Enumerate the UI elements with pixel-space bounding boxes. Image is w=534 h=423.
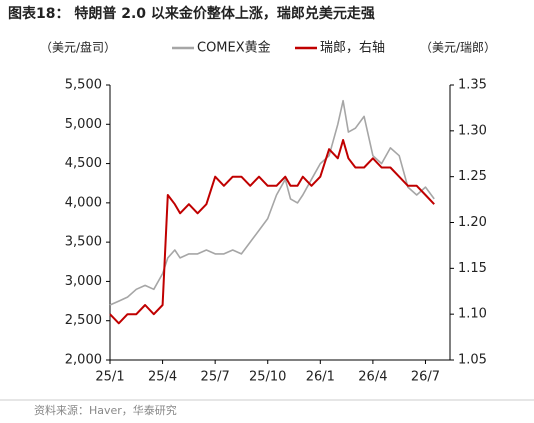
y-tick-label: 3,500 xyxy=(65,235,102,250)
y-axis-unit: （美元/盘司） xyxy=(40,40,116,55)
series-line xyxy=(109,99,435,306)
legend-label: 瑞郎，右轴 xyxy=(320,41,385,56)
y-tick-label: 5,000 xyxy=(65,117,102,132)
y-tick-label: 2,500 xyxy=(65,313,102,328)
y2-axis-unit: （美元/瑞郎） xyxy=(420,41,496,55)
y-tick-label: 2,000 xyxy=(65,353,102,368)
y2-tick-label: 1.10 xyxy=(458,307,487,322)
y-tick-label: 5,500 xyxy=(65,78,102,93)
x-tick-label: 25/7 xyxy=(201,370,230,385)
source: 资料来源：Haver，华泰研究 xyxy=(34,403,177,417)
x-tick-label: 26/4 xyxy=(358,370,387,385)
series-line xyxy=(109,139,435,325)
y2-tick-label: 1.20 xyxy=(458,215,487,230)
x-tick-label: 26/7 xyxy=(411,370,440,385)
y2-tick-label: 1.15 xyxy=(458,261,487,276)
y2-tick-label: 1.35 xyxy=(458,78,487,93)
x-tick-label: 25/4 xyxy=(148,370,177,385)
y-tick-label: 4,000 xyxy=(65,195,102,210)
x-tick-label: 25/1 xyxy=(95,370,124,385)
y2-tick-label: 1.25 xyxy=(458,169,487,184)
y-tick-label: 3,000 xyxy=(65,274,102,289)
y-tick-label: 4,500 xyxy=(65,156,102,171)
chart-title: 图表18： 特朗普 2.0 以来金价整体上涨，瑞郎兑美元走强 xyxy=(8,5,375,22)
x-tick-label: 25/10 xyxy=(249,370,286,385)
y2-tick-label: 1.05 xyxy=(458,353,487,368)
x-tick-label: 26/1 xyxy=(306,370,335,385)
y2-tick-label: 1.30 xyxy=(458,123,487,138)
legend-label: COMEX黄金 xyxy=(197,40,271,56)
